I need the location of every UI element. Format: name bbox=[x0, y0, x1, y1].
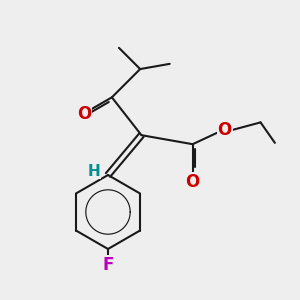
Text: O: O bbox=[185, 173, 200, 191]
Text: O: O bbox=[218, 121, 232, 139]
Text: H: H bbox=[88, 164, 100, 178]
Text: O: O bbox=[77, 105, 91, 123]
Text: F: F bbox=[102, 256, 114, 274]
